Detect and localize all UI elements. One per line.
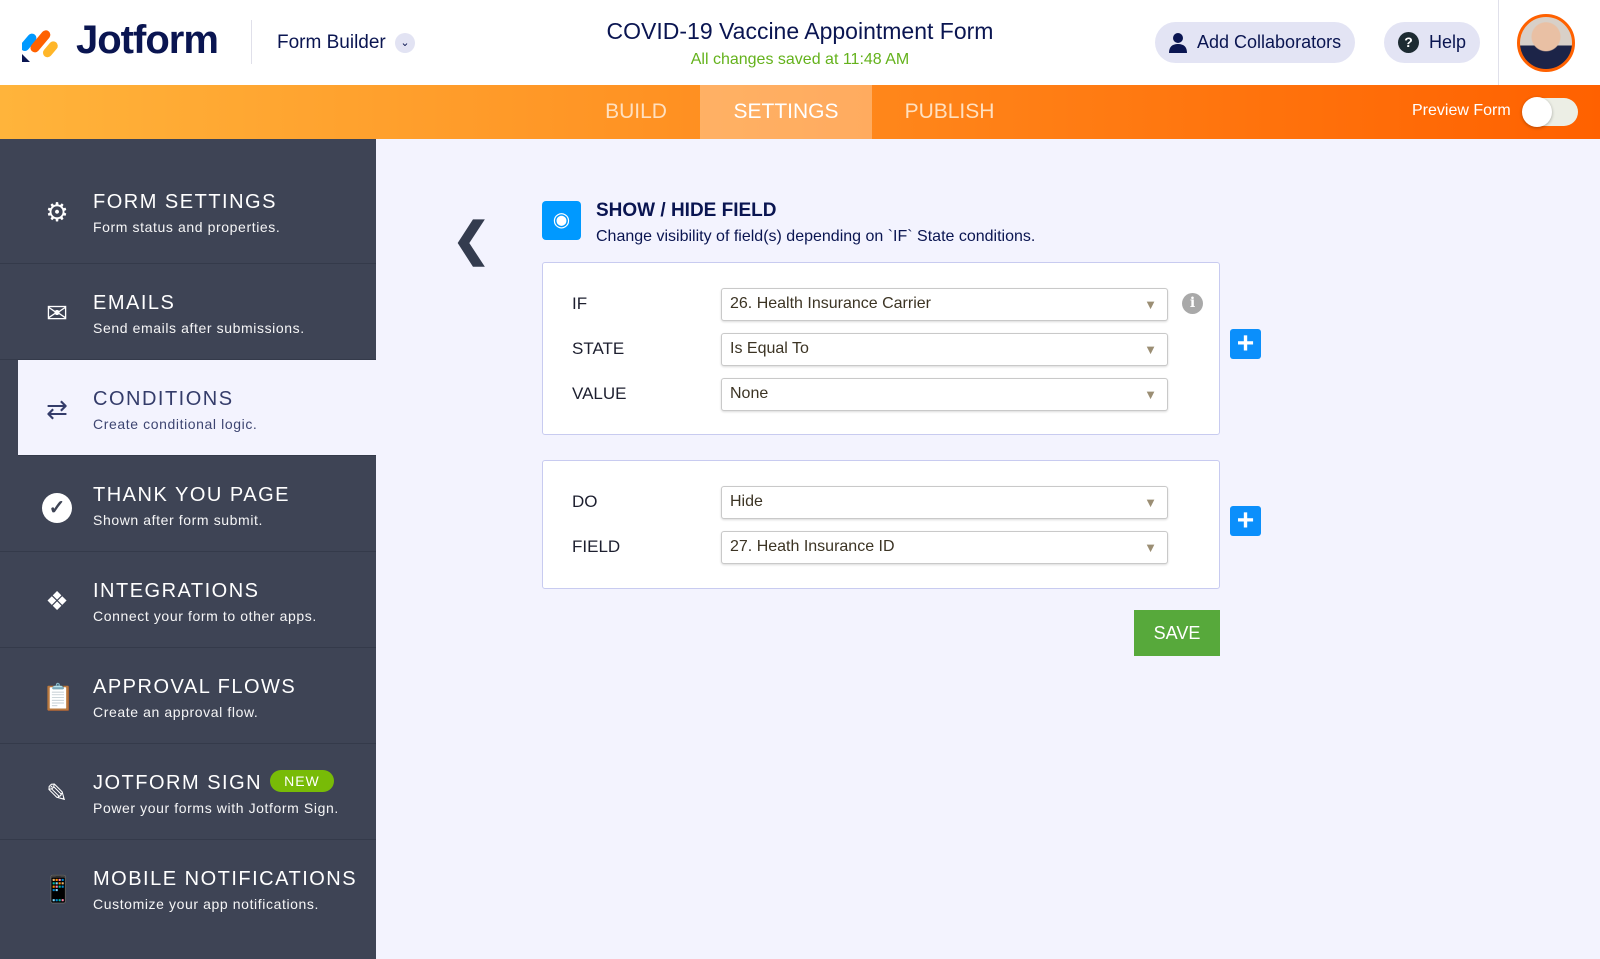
do-label: DO [572, 492, 598, 511]
shuffle-icon: ⇄ [46, 394, 68, 424]
user-icon [1169, 32, 1187, 53]
main-tabs: BUILD SETTINGS PUBLISH Preview Form [0, 85, 1600, 139]
state-value: Is Equal To [730, 340, 809, 357]
do-select[interactable]: Hide ▼ [721, 486, 1168, 519]
dropdown-arrow-icon: ▼ [1144, 387, 1157, 402]
state-select[interactable]: Is Equal To ▼ [721, 333, 1168, 366]
avatar[interactable] [1517, 14, 1575, 72]
help-label: Help [1429, 32, 1467, 52]
sidebar-item-emails[interactable]: ✉ EMAILS Send emails after submissions. [0, 264, 376, 360]
sidebar-item-approval-flows[interactable]: 📋 APPROVAL FLOWS Create an approval flow… [0, 648, 376, 744]
new-badge: NEW [270, 770, 334, 792]
save-button[interactable]: SAVE [1134, 610, 1220, 656]
dropdown-arrow-icon: ▼ [1144, 540, 1157, 555]
value-value: None [730, 385, 769, 402]
question-icon: ? [1398, 32, 1419, 53]
sidebar-item-subtitle: Customize your app notifications. [93, 896, 320, 912]
tab-settings[interactable]: SETTINGS [700, 85, 872, 139]
sidebar-item-jotform-sign[interactable]: ✎ JOTFORM SIGN NEW Power your forms with … [0, 744, 376, 840]
sidebar-item-subtitle: Create an approval flow. [93, 704, 259, 720]
sidebar-item-title: EMAILS [93, 292, 176, 314]
help-button[interactable]: ? Help [1384, 22, 1481, 63]
toggle-knob [1522, 97, 1552, 127]
approval-icon: 📋 [42, 682, 75, 712]
mobile-icon: 📱 [42, 874, 75, 904]
field-label: FIELD [572, 537, 621, 556]
divider [1498, 0, 1499, 85]
preview-form-label: Preview Form [1412, 102, 1511, 119]
add-condition-button[interactable]: + [1230, 329, 1261, 359]
sidebar-item-title: APPROVAL FLOWS [93, 676, 297, 698]
if-field-value: 26. Health Insurance Carrier [730, 295, 931, 312]
value-label: VALUE [572, 384, 627, 403]
puzzle-icon: ❖ [45, 586, 69, 616]
pen-icon: ✎ [46, 778, 68, 808]
do-value: Hide [730, 493, 763, 510]
sidebar-item-title: MOBILE NOTIFICATIONS [93, 868, 358, 890]
sidebar-item-mobile-notifications[interactable]: 📱 MOBILE NOTIFICATIONS Customize your ap… [0, 840, 376, 936]
sidebar-item-thank-you-page[interactable]: ✓ THANK YOU PAGE Shown after form submit… [0, 456, 376, 552]
condition-title: SHOW / HIDE FIELD [596, 200, 777, 221]
condition-description: Change visibility of field(s) depending … [596, 228, 1036, 245]
check-circle-icon: ✓ [42, 490, 72, 523]
sidebar-item-title: THANK YOU PAGE [93, 484, 290, 506]
do-actions-box [542, 460, 1220, 589]
form-builder-menu[interactable]: Form Builder [277, 32, 386, 53]
form-title[interactable]: COVID-19 Vaccine Appointment Form [606, 18, 994, 44]
sidebar-item-title: FORM SETTINGS [93, 191, 277, 213]
state-label: STATE [572, 339, 625, 358]
sidebar-item-title: CONDITIONS [93, 388, 234, 410]
sidebar-item-integrations[interactable]: ❖ INTEGRATIONS Connect your form to othe… [0, 552, 376, 648]
sidebar-item-conditions[interactable]: ⇄ CONDITIONS Create conditional logic. [18, 360, 376, 456]
sidebar-item-subtitle: Form status and properties. [93, 219, 281, 235]
jotform-logo-icon [22, 30, 58, 62]
sidebar-item-subtitle: Connect your form to other apps. [93, 608, 317, 624]
sidebar-item-subtitle: Power your forms with Jotform Sign. [93, 800, 339, 816]
envelope-icon: ✉ [46, 298, 68, 328]
top-header: Jotform Form Builder ⌄ COVID-19 Vaccine … [0, 0, 1600, 85]
chevron-down-icon[interactable]: ⌄ [395, 33, 415, 53]
if-label: IF [572, 294, 588, 313]
divider [251, 20, 252, 64]
field-value: 27. Heath Insurance ID [730, 538, 895, 555]
if-field-select[interactable]: 26. Health Insurance Carrier ▼ [721, 288, 1168, 321]
back-chevron-icon[interactable]: ❮ [452, 213, 491, 265]
sidebar-item-subtitle: Send emails after submissions. [93, 320, 305, 336]
sidebar-item-title: JOTFORM SIGN NEW [93, 770, 334, 795]
field-select[interactable]: 27. Heath Insurance ID ▼ [721, 531, 1168, 564]
dropdown-arrow-icon: ▼ [1144, 342, 1157, 357]
eye-icon: ◉ [542, 201, 581, 240]
info-icon[interactable]: i [1182, 293, 1203, 314]
settings-sidebar: ⚙ FORM SETTINGS Form status and properti… [0, 139, 376, 959]
gear-icon: ⚙ [45, 197, 69, 227]
tab-build[interactable]: BUILD [605, 100, 667, 123]
add-action-button[interactable]: + [1230, 506, 1261, 536]
preview-form-toggle[interactable] [1522, 97, 1578, 127]
sidebar-item-title: INTEGRATIONS [93, 580, 260, 602]
save-status: All changes saved at 11:48 AM [690, 51, 910, 68]
value-select[interactable]: None ▼ [721, 378, 1168, 411]
dropdown-arrow-icon: ▼ [1144, 297, 1157, 312]
tab-publish[interactable]: PUBLISH [904, 100, 995, 123]
sidebar-item-subtitle: Shown after form submit. [93, 512, 264, 528]
add-collaborators-button[interactable]: Add Collaborators [1155, 22, 1356, 63]
jotform-logo[interactable]: Jotform [76, 18, 219, 62]
sidebar-item-form-settings[interactable]: ⚙ FORM SETTINGS Form status and properti… [0, 139, 376, 264]
sidebar-item-title-text: JOTFORM SIGN [93, 772, 263, 794]
add-collaborators-label: Add Collaborators [1197, 32, 1342, 52]
sidebar-item-subtitle: Create conditional logic. [93, 416, 258, 432]
dropdown-arrow-icon: ▼ [1144, 495, 1157, 510]
